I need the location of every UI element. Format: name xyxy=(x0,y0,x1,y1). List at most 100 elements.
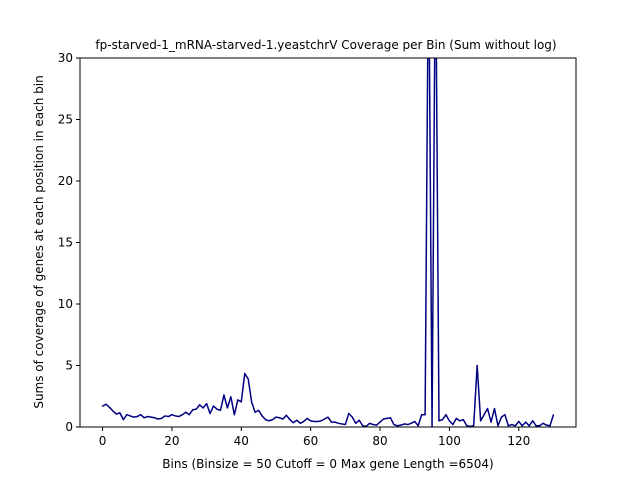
data-point xyxy=(199,404,201,406)
data-point xyxy=(147,415,149,418)
plot-frame xyxy=(79,57,577,428)
data-point xyxy=(140,414,142,416)
data-point xyxy=(344,423,346,426)
data-point xyxy=(382,418,385,420)
data-point xyxy=(518,420,520,423)
data-point xyxy=(122,419,124,421)
data-point xyxy=(129,415,131,417)
data-point xyxy=(153,417,156,419)
data-point xyxy=(330,421,333,423)
data-point xyxy=(504,414,506,416)
data-point xyxy=(480,420,482,422)
y-tick-label: 0 xyxy=(65,420,73,434)
data-point xyxy=(115,413,118,415)
data-point xyxy=(119,412,121,414)
data-point xyxy=(323,418,326,420)
data-point xyxy=(271,419,274,421)
data-point xyxy=(185,411,187,413)
data-point xyxy=(209,412,211,415)
data-point xyxy=(258,409,260,411)
data-point xyxy=(473,425,475,427)
data-points xyxy=(101,57,555,427)
data-point xyxy=(452,423,454,426)
data-point xyxy=(133,416,135,418)
data-point xyxy=(341,423,343,425)
data-point xyxy=(174,415,176,417)
data-point xyxy=(105,403,107,405)
data-point xyxy=(216,408,218,410)
y-axis-label: Sums of coverage of genes at each positi… xyxy=(32,75,46,408)
data-point xyxy=(251,401,253,403)
data-point xyxy=(466,425,468,427)
data-point xyxy=(223,394,225,396)
data-point xyxy=(389,417,392,419)
data-point xyxy=(438,420,440,422)
data-point xyxy=(112,410,114,412)
data-point xyxy=(313,420,315,423)
data-point xyxy=(303,420,305,423)
data-point xyxy=(275,416,277,418)
data-point xyxy=(348,412,350,415)
data-point xyxy=(424,414,426,416)
x-axis-ticks: 0 20 40 60 80 100 120 xyxy=(99,427,530,448)
data-point xyxy=(202,407,204,409)
data-point xyxy=(400,424,402,426)
data-point xyxy=(500,416,503,418)
data-point xyxy=(306,417,308,419)
data-point xyxy=(355,422,357,424)
x-tick-label: 80 xyxy=(372,434,387,448)
data-point xyxy=(375,424,378,426)
data-point xyxy=(192,409,194,411)
data-point xyxy=(264,419,267,421)
data-point xyxy=(181,414,183,416)
data-point xyxy=(525,421,527,423)
data-point xyxy=(421,414,423,416)
data-point xyxy=(455,417,457,419)
data-point xyxy=(362,425,364,427)
data-point xyxy=(532,420,534,422)
data-point xyxy=(351,416,353,418)
data-point xyxy=(410,422,412,424)
data-point xyxy=(292,422,294,424)
data-point xyxy=(289,419,291,421)
y-tick-label: 25 xyxy=(58,113,73,127)
data-point xyxy=(195,408,197,410)
data-point xyxy=(206,403,208,405)
data-point xyxy=(101,405,104,407)
data-point xyxy=(285,414,287,416)
data-point xyxy=(514,425,516,427)
data-point xyxy=(486,407,489,410)
y-tick-label: 10 xyxy=(58,297,73,311)
x-tick-label: 0 xyxy=(99,434,107,448)
chart-title: fp-starved-1_mRNA-starved-1.yeastchrV Co… xyxy=(95,38,556,52)
data-point xyxy=(316,420,319,423)
data-point xyxy=(407,423,409,426)
data-point xyxy=(379,421,381,423)
x-tick-label: 20 xyxy=(164,434,179,448)
data-point xyxy=(296,419,298,421)
data-point xyxy=(334,421,336,423)
data-point xyxy=(417,425,419,427)
data-point xyxy=(403,423,405,425)
data-point xyxy=(393,423,395,426)
data-point xyxy=(136,415,138,418)
data-point xyxy=(358,419,360,421)
data-point xyxy=(542,422,544,424)
data-point xyxy=(188,414,190,416)
data-point xyxy=(483,414,485,416)
data-point xyxy=(108,406,111,408)
data-point xyxy=(476,364,478,367)
x-axis-label: Bins (Binsize = 50 Cutoff = 0 Max gene L… xyxy=(162,457,493,471)
data-point xyxy=(337,422,340,424)
data-point xyxy=(493,407,496,410)
data-point xyxy=(160,417,163,419)
data-point xyxy=(212,405,215,407)
data-point xyxy=(268,420,270,422)
data-point xyxy=(507,425,509,427)
data-point xyxy=(320,420,322,422)
data-point xyxy=(538,425,541,427)
x-tick-label: 60 xyxy=(303,434,318,448)
data-point xyxy=(545,424,548,426)
data-point xyxy=(521,425,523,427)
